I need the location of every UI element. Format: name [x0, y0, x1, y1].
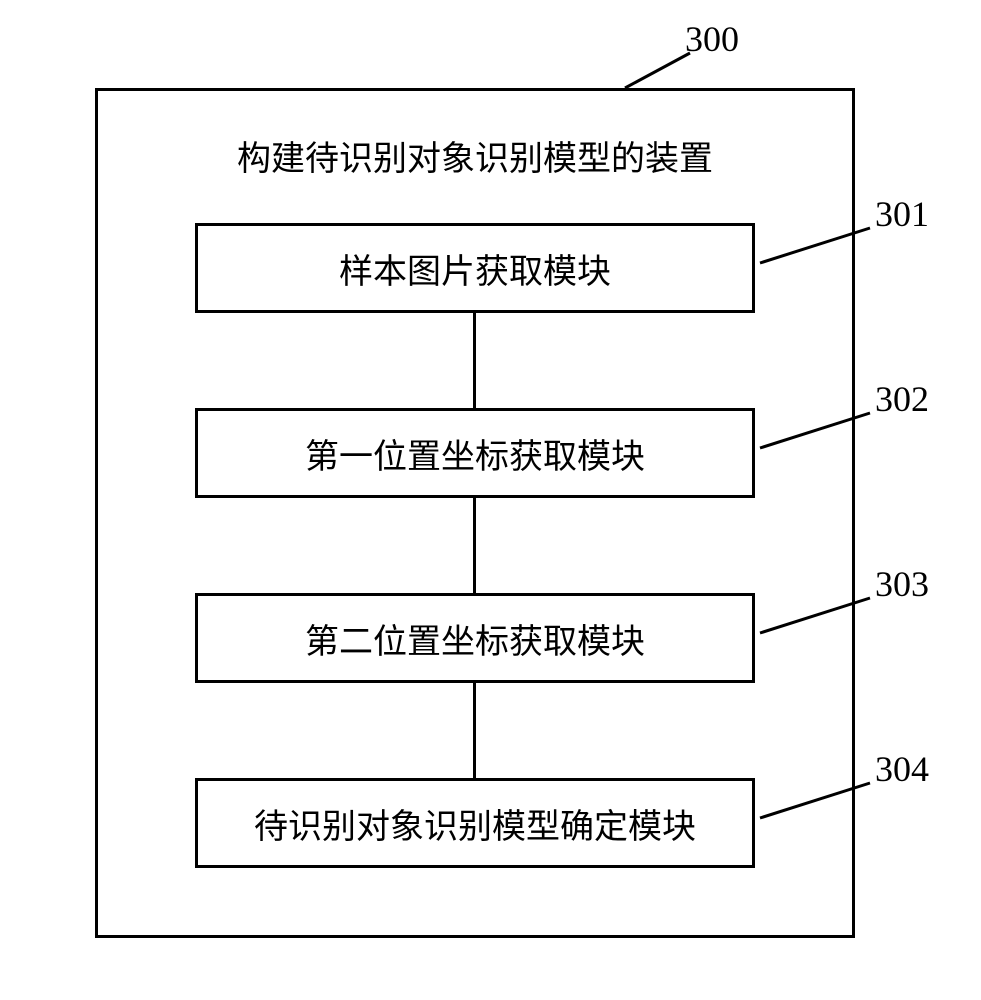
- label-303: 303: [875, 563, 929, 605]
- outer-box-title: 构建待识别对象识别模型的装置: [98, 131, 852, 180]
- diagram-container: 300 构建待识别对象识别模型的装置 样本图片获取模块 301 第一位置坐标获取…: [95, 88, 855, 938]
- leader-line-303: [755, 598, 875, 638]
- module-box-302: 第一位置坐标获取模块: [195, 408, 755, 498]
- module-text-304: 待识别对象识别模型确定模块: [254, 799, 696, 848]
- leader-line-304: [755, 783, 875, 823]
- module-text-303: 第二位置坐标获取模块: [305, 614, 645, 663]
- module-text-302: 第一位置坐标获取模块: [305, 429, 645, 478]
- module-box-304: 待识别对象识别模型确定模块: [195, 778, 755, 868]
- connector-301-302: [473, 313, 476, 408]
- connector-302-303: [473, 498, 476, 593]
- connector-303-304: [473, 683, 476, 778]
- label-304: 304: [875, 748, 929, 790]
- label-302: 302: [875, 378, 929, 420]
- leader-line-300: [620, 53, 700, 93]
- label-301: 301: [875, 193, 929, 235]
- module-text-301: 样本图片获取模块: [339, 244, 611, 293]
- module-box-303: 第二位置坐标获取模块: [195, 593, 755, 683]
- leader-line-301: [755, 228, 875, 268]
- leader-line-302: [755, 413, 875, 453]
- module-box-301: 样本图片获取模块: [195, 223, 755, 313]
